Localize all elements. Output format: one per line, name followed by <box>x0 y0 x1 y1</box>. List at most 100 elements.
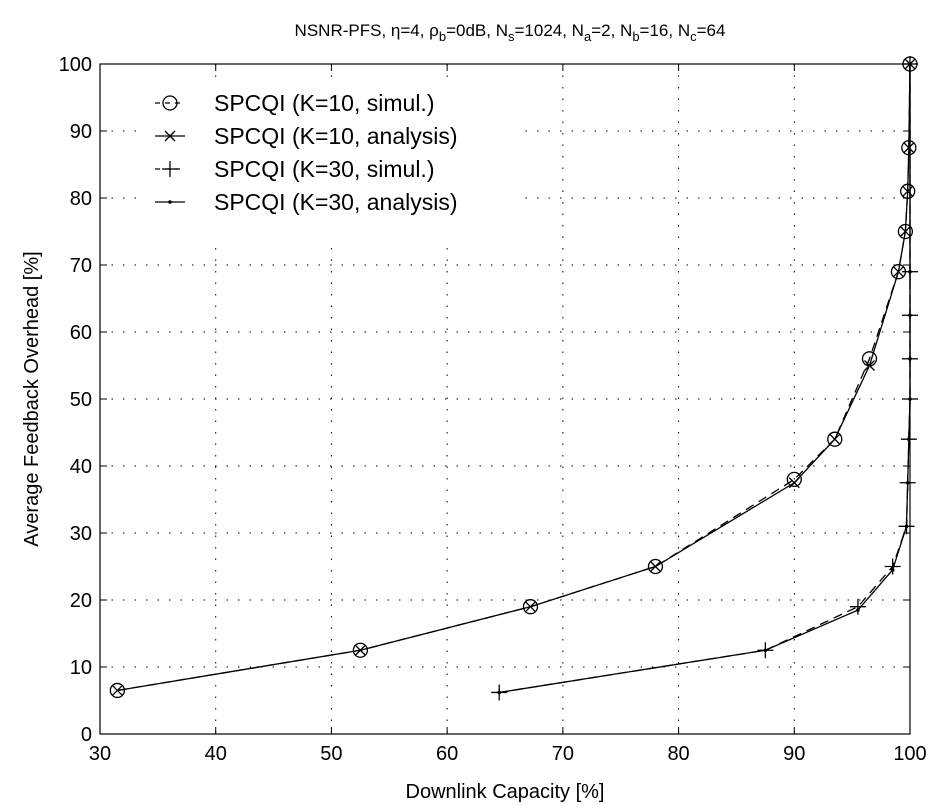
circle-marker <box>827 431 843 447</box>
y-tick-label: 100 <box>59 54 92 76</box>
x-tick-label: 90 <box>783 743 805 765</box>
x-marker-stroke <box>524 601 536 613</box>
x-tick-label: 40 <box>205 743 227 765</box>
data-point <box>892 266 904 278</box>
x-axis-label: Downlink Capacity [%] <box>406 781 605 803</box>
legend-item: SPCQI (K=10, analysis) <box>155 123 458 149</box>
dot-marker <box>908 62 912 66</box>
x-tick-label: 100 <box>893 743 926 765</box>
x-tick-label: 60 <box>436 743 458 765</box>
dot-marker <box>856 608 860 612</box>
title-part: b <box>632 29 639 44</box>
grid <box>100 64 910 734</box>
data-point <box>352 642 369 658</box>
x-marker-stroke <box>899 226 911 237</box>
data-point <box>905 480 910 485</box>
circle-marker <box>352 642 369 658</box>
title-part: s <box>508 29 515 44</box>
series-line <box>499 64 911 694</box>
dot-marker <box>763 648 768 653</box>
x-tick-label: 80 <box>667 743 689 765</box>
legend-label: SPCQI (K=30, analysis) <box>214 189 458 215</box>
data-point <box>497 690 502 695</box>
y-tick-label: 20 <box>70 590 92 612</box>
series <box>497 62 912 695</box>
data-point <box>884 558 901 575</box>
data-point <box>908 269 912 274</box>
y-tick-label: 60 <box>70 322 92 344</box>
data-point <box>907 437 911 442</box>
x-marker-stroke <box>111 684 123 696</box>
data-point <box>763 648 768 653</box>
x-marker-stroke <box>829 433 841 445</box>
data-point <box>899 226 911 237</box>
title-part: b <box>439 29 446 44</box>
data-point <box>354 644 366 656</box>
data-point <box>164 130 176 142</box>
title-part: NSNR-PFS, η=4, ρ <box>295 21 439 40</box>
title-part: a <box>584 29 592 44</box>
x-tick-label: 30 <box>89 743 111 765</box>
y-tick-label: 80 <box>70 188 92 210</box>
data-point <box>649 561 661 572</box>
data-point <box>904 524 909 529</box>
data-point <box>168 200 172 204</box>
data-point <box>647 558 664 575</box>
data-point <box>903 142 915 154</box>
legend: SPCQI (K=10, simul.) SPCQI (K=10, analysi… <box>142 82 520 242</box>
dot-marker <box>890 568 895 572</box>
data-point <box>109 682 126 699</box>
data-point <box>908 313 912 318</box>
dot-marker <box>497 690 502 695</box>
x-marker-stroke <box>164 130 176 142</box>
chart-title: NSNR-PFS, η=4, ρb=0dB, Ns=1024, Na=2, Nb… <box>295 21 726 44</box>
data-point <box>908 62 912 66</box>
data-point <box>162 95 178 111</box>
legend-item: SPCQI (K=30, analysis) <box>155 189 458 215</box>
y-axis-label: Average Feedback Overhead [%] <box>21 251 43 546</box>
circle-marker <box>522 599 539 615</box>
title-part: c <box>690 29 697 44</box>
legend-item: SPCQI (K=10, simul.) <box>155 90 434 116</box>
dot-marker <box>905 480 910 485</box>
dot-marker <box>908 269 912 274</box>
x-marker-stroke <box>649 561 661 572</box>
y-tick-label: 70 <box>70 255 92 277</box>
data-point <box>902 185 914 197</box>
y-tick-label: 10 <box>70 657 92 679</box>
data-point <box>864 360 875 371</box>
data-point <box>162 161 178 177</box>
y-tick-label: 40 <box>70 456 92 478</box>
data-point <box>908 397 912 401</box>
data-point <box>908 357 912 361</box>
dot-marker <box>904 524 909 529</box>
series-layer <box>109 56 918 701</box>
data-point <box>788 477 800 489</box>
y-tick-label: 0 <box>81 724 92 746</box>
y-tick-label: 90 <box>70 121 92 143</box>
title-part: =2, N <box>591 21 632 40</box>
x-marker-stroke <box>788 477 800 489</box>
data-point <box>786 471 802 488</box>
legend-item: SPCQI (K=30, simul.) <box>155 156 434 182</box>
dot-marker <box>908 313 912 318</box>
data-point <box>827 431 843 447</box>
legend-box <box>142 82 520 242</box>
data-point <box>111 684 123 696</box>
x-tick-label: 50 <box>320 743 342 765</box>
title-part: =64 <box>697 21 726 40</box>
y-tick-label: 50 <box>70 389 92 411</box>
circle-marker <box>647 558 664 575</box>
x-marker-stroke <box>864 360 875 371</box>
y-tick-label: 30 <box>70 523 92 545</box>
dot-marker <box>168 200 172 204</box>
data-point <box>524 601 536 613</box>
x-marker-stroke <box>902 185 914 197</box>
x-marker-stroke <box>903 142 915 154</box>
x-marker-stroke <box>892 266 904 278</box>
data-point <box>829 433 841 445</box>
dot-marker <box>908 357 912 361</box>
dot-marker <box>908 397 912 401</box>
data-point <box>522 599 539 615</box>
